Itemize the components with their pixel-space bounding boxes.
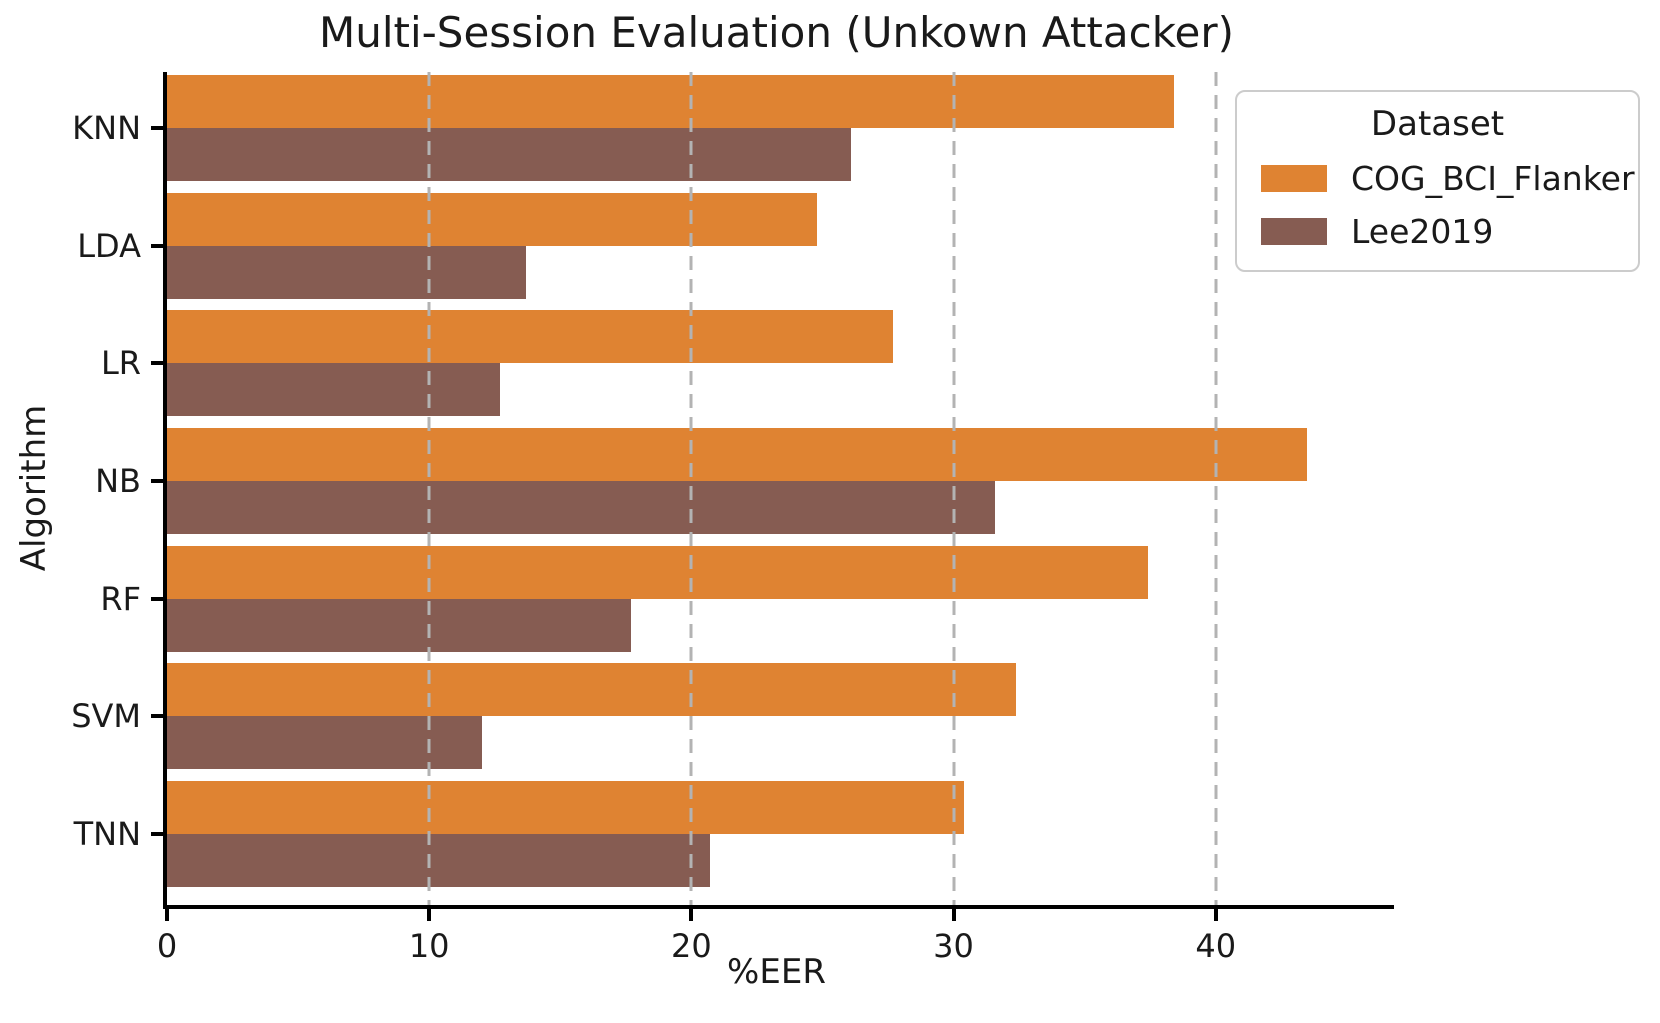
y-tick-label-rf: RF <box>100 579 141 618</box>
bar-nb-cog_bci_flanker <box>167 428 1308 481</box>
x-tick-mark-40 <box>1213 909 1218 921</box>
bar-lda-lee2019 <box>167 245 527 299</box>
bar-svm-lee2019 <box>167 716 482 770</box>
bar-tnn-cog_bci_flanker <box>167 781 965 834</box>
legend-label-lee2019: Lee2019 <box>1351 212 1494 251</box>
x-axis-label: %EER <box>727 952 826 992</box>
y-tick-label-lda: LDA <box>77 226 141 265</box>
legend-entries: COG_BCI_Flanker Lee2019 <box>1237 152 1638 258</box>
plot-area: KNN LDA LR NB RF SVM TNN 0 10 20 30 40 <box>71 72 1394 965</box>
x-tick-mark-20 <box>689 909 694 921</box>
gridline-10 <box>427 72 431 905</box>
y-tick-mark-lr <box>151 361 163 366</box>
legend-entry-cog_bci_flanker: COG_BCI_Flanker <box>1237 152 1638 205</box>
y-tick-mark-rf <box>151 596 163 601</box>
chart-title: Multi-Session Evaluation (Unkown Attacke… <box>318 8 1235 57</box>
y-tick-mark-svm <box>151 714 163 719</box>
bar-rf-cog_bci_flanker <box>167 545 1148 599</box>
x-tick-label-30: 30 <box>933 927 974 965</box>
x-tick-mark-10 <box>427 909 432 921</box>
x-tick-mark-0 <box>165 909 169 921</box>
bar-lr-cog_bci_flanker <box>167 310 894 364</box>
gridline-20 <box>689 72 693 905</box>
x-tick-label-0: 0 <box>156 927 178 965</box>
bar-knn-cog_bci_flanker <box>167 75 1174 128</box>
legend-swatch-lee2019 <box>1261 218 1327 245</box>
legend-title: Dataset <box>1370 104 1505 144</box>
y-tick-label-knn: KNN <box>72 109 141 147</box>
gridline-40 <box>1214 72 1218 905</box>
y-tick-label-nb: NB <box>95 462 141 500</box>
y-axis-label: Algorithm <box>14 404 54 572</box>
x-tick-mark-30 <box>951 909 956 921</box>
bar-rf-lee2019 <box>167 598 632 652</box>
bar-lda-cog_bci_flanker <box>167 192 818 246</box>
legend-swatch-cog_bci_flanker <box>1261 165 1327 192</box>
y-tick-mark-tnn <box>151 832 163 836</box>
gridline-30 <box>952 72 956 905</box>
bar-svm-cog_bci_flanker <box>167 663 1017 717</box>
legend-label-cog_bci_flanker: COG_BCI_Flanker <box>1351 159 1635 198</box>
bar-nb-lee2019 <box>167 481 996 534</box>
legend: Dataset COG_BCI_Flanker Lee2019 <box>1235 90 1640 272</box>
x-tick-label-40: 40 <box>1195 927 1237 965</box>
y-tick-mark-nb <box>151 479 163 483</box>
x-tick-label-20: 20 <box>670 927 712 965</box>
y-tick-label-lr: LR <box>100 344 141 383</box>
bar-tnn-lee2019 <box>167 834 710 887</box>
legend-entry-lee2019: Lee2019 <box>1237 205 1638 258</box>
y-tick-mark-knn <box>151 126 163 130</box>
bar-lr-lee2019 <box>167 363 500 417</box>
x-tick-label-10: 10 <box>408 927 450 965</box>
y-tick-label-tnn: TNN <box>73 815 141 853</box>
y-tick-mark-lda <box>151 243 163 248</box>
y-tick-label-svm: SVM <box>71 697 141 736</box>
bar-knn-lee2019 <box>167 128 852 181</box>
